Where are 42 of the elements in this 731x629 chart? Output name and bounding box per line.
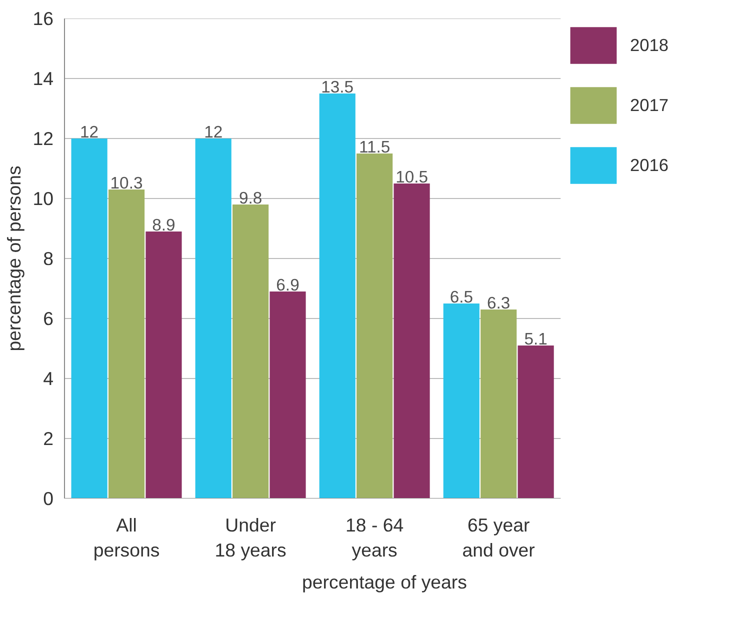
y-tick-label: 0 xyxy=(43,488,54,509)
bar xyxy=(356,154,393,498)
legend-label: 2017 xyxy=(630,94,669,116)
data-label: 10.3 xyxy=(110,174,143,192)
y-tick-label: 6 xyxy=(43,308,54,329)
y-tick-label: 8 xyxy=(43,248,54,269)
data-label: 5.1 xyxy=(524,330,548,348)
data-label: 12 xyxy=(80,122,99,142)
x-tick-label: 18 - 64 years xyxy=(346,514,404,561)
legend-label: 2018 xyxy=(630,34,669,56)
bar xyxy=(480,310,517,498)
bar xyxy=(518,346,554,498)
data-label: 8.9 xyxy=(152,216,176,234)
bar xyxy=(394,184,430,498)
bar xyxy=(71,138,108,498)
y-tick-label: 16 xyxy=(32,8,54,29)
data-label: 10.5 xyxy=(396,168,428,186)
data-label: 9.8 xyxy=(238,188,262,208)
data-label: 12 xyxy=(204,122,223,142)
bar xyxy=(195,138,232,498)
bar xyxy=(146,232,182,498)
y-tick-label: 14 xyxy=(32,68,54,89)
y-axis-title: percentage of persons xyxy=(4,166,25,352)
bar xyxy=(232,204,269,498)
bar xyxy=(108,190,145,498)
bar xyxy=(443,304,480,498)
x-tick-label: Under 18 years xyxy=(214,514,286,561)
x-tick-label: 65 year and over xyxy=(462,514,535,561)
legend-label: 2016 xyxy=(630,154,669,176)
data-label: 6.3 xyxy=(487,294,510,312)
bar xyxy=(319,94,356,498)
data-label: 6.9 xyxy=(276,276,300,294)
y-tick-label: 10 xyxy=(32,188,54,209)
data-label: 11.5 xyxy=(358,138,390,156)
y-tick-label: 4 xyxy=(43,368,54,389)
x-axis-title: percentage of years xyxy=(302,572,467,593)
data-label: 13.5 xyxy=(321,78,354,96)
bar xyxy=(270,292,306,498)
x-tick-label: All persons xyxy=(93,514,160,561)
data-label: 6.5 xyxy=(450,288,473,306)
y-tick-label: 12 xyxy=(32,128,54,149)
y-tick-label: 2 xyxy=(43,428,54,449)
